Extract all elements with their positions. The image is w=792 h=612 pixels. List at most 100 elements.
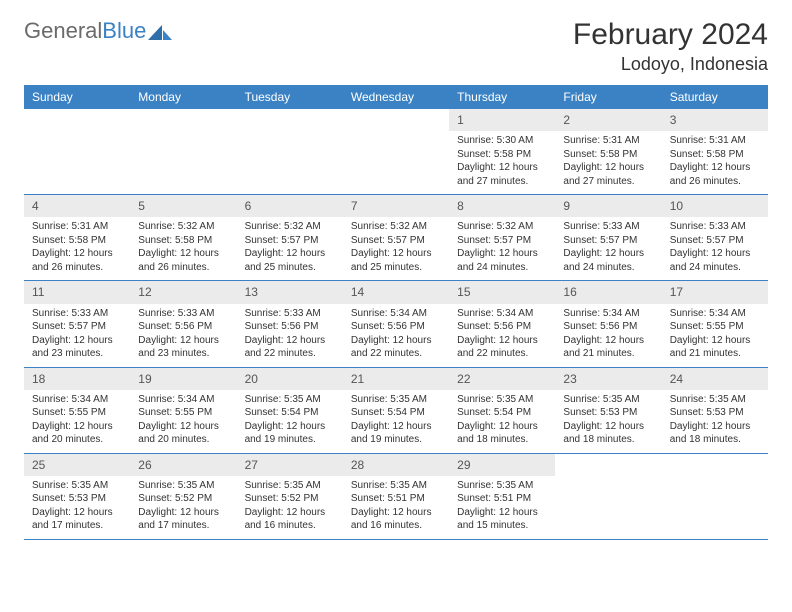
sunrise: Sunrise: 5:34 AM <box>563 307 653 321</box>
daylight: Daylight: 12 hours and 24 minutes. <box>563 247 653 274</box>
day-details: Sunrise: 5:31 AMSunset: 5:58 PMDaylight:… <box>555 131 661 194</box>
day-number <box>555 454 661 460</box>
logo-text-a: General <box>24 18 102 43</box>
day-number: 9 <box>555 195 661 217</box>
day-header: Sunday <box>24 85 130 109</box>
day-cell: 10Sunrise: 5:33 AMSunset: 5:57 PMDayligh… <box>662 195 768 280</box>
sunset: Sunset: 5:58 PM <box>670 148 760 162</box>
sunrise: Sunrise: 5:33 AM <box>138 307 228 321</box>
day-number: 10 <box>662 195 768 217</box>
day-details: Sunrise: 5:35 AMSunset: 5:52 PMDaylight:… <box>237 476 343 539</box>
day-cell: 24Sunrise: 5:35 AMSunset: 5:53 PMDayligh… <box>662 368 768 453</box>
weeks-container: 1Sunrise: 5:30 AMSunset: 5:58 PMDaylight… <box>24 109 768 540</box>
day-number: 26 <box>130 454 236 476</box>
month-title: February 2024 <box>573 18 768 52</box>
day-number: 17 <box>662 281 768 303</box>
sunset: Sunset: 5:57 PM <box>351 234 441 248</box>
day-cell: 25Sunrise: 5:35 AMSunset: 5:53 PMDayligh… <box>24 454 130 539</box>
day-number <box>237 109 343 115</box>
day-cell: 28Sunrise: 5:35 AMSunset: 5:51 PMDayligh… <box>343 454 449 539</box>
day-number: 19 <box>130 368 236 390</box>
sunrise: Sunrise: 5:34 AM <box>138 393 228 407</box>
sunset: Sunset: 5:55 PM <box>32 406 122 420</box>
day-number: 21 <box>343 368 449 390</box>
daylight: Daylight: 12 hours and 26 minutes. <box>32 247 122 274</box>
day-cell: 2Sunrise: 5:31 AMSunset: 5:58 PMDaylight… <box>555 109 661 194</box>
sunset: Sunset: 5:54 PM <box>457 406 547 420</box>
day-details: Sunrise: 5:35 AMSunset: 5:52 PMDaylight:… <box>130 476 236 539</box>
sunrise: Sunrise: 5:31 AM <box>32 220 122 234</box>
sunset: Sunset: 5:58 PM <box>457 148 547 162</box>
sunset: Sunset: 5:57 PM <box>32 320 122 334</box>
daylight: Daylight: 12 hours and 24 minutes. <box>457 247 547 274</box>
day-details: Sunrise: 5:33 AMSunset: 5:57 PMDaylight:… <box>24 304 130 367</box>
sunrise: Sunrise: 5:35 AM <box>563 393 653 407</box>
day-number: 15 <box>449 281 555 303</box>
day-number: 13 <box>237 281 343 303</box>
day-number: 14 <box>343 281 449 303</box>
day-cell: 21Sunrise: 5:35 AMSunset: 5:54 PMDayligh… <box>343 368 449 453</box>
daylight: Daylight: 12 hours and 20 minutes. <box>138 420 228 447</box>
day-details: Sunrise: 5:34 AMSunset: 5:56 PMDaylight:… <box>449 304 555 367</box>
sunset: Sunset: 5:54 PM <box>351 406 441 420</box>
day-number: 20 <box>237 368 343 390</box>
daylight: Daylight: 12 hours and 21 minutes. <box>670 334 760 361</box>
sunrise: Sunrise: 5:35 AM <box>245 393 335 407</box>
day-number: 12 <box>130 281 236 303</box>
location: Lodoyo, Indonesia <box>573 54 768 75</box>
sunset: Sunset: 5:51 PM <box>457 492 547 506</box>
sunset: Sunset: 5:51 PM <box>351 492 441 506</box>
day-number: 4 <box>24 195 130 217</box>
day-details: Sunrise: 5:34 AMSunset: 5:55 PMDaylight:… <box>24 390 130 453</box>
logo: GeneralBlue <box>24 18 172 44</box>
sunset: Sunset: 5:58 PM <box>138 234 228 248</box>
day-cell: 14Sunrise: 5:34 AMSunset: 5:56 PMDayligh… <box>343 281 449 366</box>
day-details: Sunrise: 5:35 AMSunset: 5:53 PMDaylight:… <box>555 390 661 453</box>
sunset: Sunset: 5:56 PM <box>245 320 335 334</box>
sunset: Sunset: 5:56 PM <box>563 320 653 334</box>
day-number: 23 <box>555 368 661 390</box>
day-header: Saturday <box>662 85 768 109</box>
day-cell: 19Sunrise: 5:34 AMSunset: 5:55 PMDayligh… <box>130 368 236 453</box>
day-cell: 22Sunrise: 5:35 AMSunset: 5:54 PMDayligh… <box>449 368 555 453</box>
sunrise: Sunrise: 5:32 AM <box>245 220 335 234</box>
day-number: 3 <box>662 109 768 131</box>
daylight: Daylight: 12 hours and 15 minutes. <box>457 506 547 533</box>
daylight: Daylight: 12 hours and 16 minutes. <box>245 506 335 533</box>
daylight: Daylight: 12 hours and 21 minutes. <box>563 334 653 361</box>
sunrise: Sunrise: 5:35 AM <box>351 479 441 493</box>
day-number: 11 <box>24 281 130 303</box>
day-details: Sunrise: 5:34 AMSunset: 5:55 PMDaylight:… <box>130 390 236 453</box>
daylight: Daylight: 12 hours and 26 minutes. <box>670 161 760 188</box>
day-header: Monday <box>130 85 236 109</box>
sunset: Sunset: 5:57 PM <box>670 234 760 248</box>
sunset: Sunset: 5:52 PM <box>245 492 335 506</box>
sunset: Sunset: 5:58 PM <box>563 148 653 162</box>
daylight: Daylight: 12 hours and 18 minutes. <box>670 420 760 447</box>
sunrise: Sunrise: 5:33 AM <box>245 307 335 321</box>
day-number: 16 <box>555 281 661 303</box>
sunset: Sunset: 5:57 PM <box>563 234 653 248</box>
sunset: Sunset: 5:54 PM <box>245 406 335 420</box>
sunrise: Sunrise: 5:33 AM <box>670 220 760 234</box>
day-cell <box>24 109 130 194</box>
daylight: Daylight: 12 hours and 18 minutes. <box>563 420 653 447</box>
day-number: 5 <box>130 195 236 217</box>
day-details: Sunrise: 5:35 AMSunset: 5:54 PMDaylight:… <box>449 390 555 453</box>
daylight: Daylight: 12 hours and 26 minutes. <box>138 247 228 274</box>
day-details: Sunrise: 5:35 AMSunset: 5:54 PMDaylight:… <box>343 390 449 453</box>
day-number <box>343 109 449 115</box>
sunrise: Sunrise: 5:35 AM <box>32 479 122 493</box>
day-details: Sunrise: 5:34 AMSunset: 5:56 PMDaylight:… <box>343 304 449 367</box>
daylight: Daylight: 12 hours and 25 minutes. <box>245 247 335 274</box>
day-number: 1 <box>449 109 555 131</box>
sunrise: Sunrise: 5:34 AM <box>32 393 122 407</box>
sunset: Sunset: 5:53 PM <box>563 406 653 420</box>
day-number: 2 <box>555 109 661 131</box>
sunrise: Sunrise: 5:32 AM <box>351 220 441 234</box>
day-cell: 8Sunrise: 5:32 AMSunset: 5:57 PMDaylight… <box>449 195 555 280</box>
daylight: Daylight: 12 hours and 23 minutes. <box>138 334 228 361</box>
week-row: 25Sunrise: 5:35 AMSunset: 5:53 PMDayligh… <box>24 454 768 540</box>
day-cell: 15Sunrise: 5:34 AMSunset: 5:56 PMDayligh… <box>449 281 555 366</box>
sunset: Sunset: 5:53 PM <box>32 492 122 506</box>
